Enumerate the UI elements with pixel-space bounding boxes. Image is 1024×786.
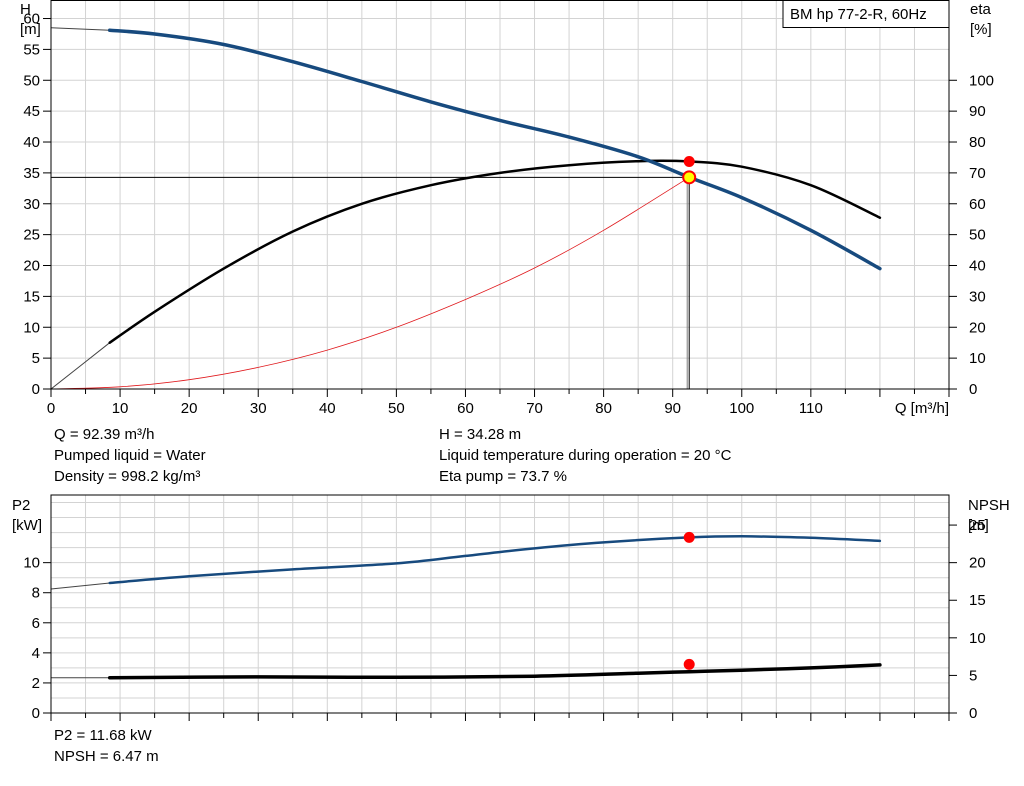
info-npsh: NPSH = 6.47 m	[54, 748, 159, 765]
y-tick-label-right: 15	[969, 592, 986, 609]
info-temperature: Liquid temperature during operation = 20…	[439, 447, 732, 464]
chart-title: BM hp 77-2-R, 60Hz	[790, 6, 927, 23]
p2-duty-marker	[683, 531, 695, 543]
y-axis-label-right: NPSH	[968, 497, 1010, 514]
y-axis-label-right: [m]	[968, 517, 989, 534]
y-tick-label-right: 10	[969, 350, 986, 367]
x-axis-label: Q [m³/h]	[895, 400, 949, 417]
top-chart-curves	[50, 27, 882, 390]
y-tick-label-left: 20	[23, 258, 40, 275]
curve-system	[50, 176, 690, 390]
y-tick-label-right: 5	[969, 667, 977, 684]
x-tick-label: 30	[250, 400, 267, 417]
y-tick-label-left: 35	[23, 165, 40, 182]
bottom-chart-curves	[50, 535, 882, 680]
y-tick-label-right: 25	[969, 517, 986, 534]
y-tick-label-right: 100	[969, 72, 994, 89]
y-axis-label-left: [kW]	[12, 517, 42, 534]
npsh-duty-marker	[683, 658, 695, 670]
y-tick-label-left: 15	[23, 288, 40, 305]
title-frame	[782, 0, 950, 28]
y-tick-label-left: 6	[32, 615, 40, 632]
y-tick-label-left: 50	[23, 72, 40, 89]
info-h: H = 34.28 m	[439, 426, 522, 443]
curve-npsh	[107, 663, 882, 680]
info-eta: Eta pump = 73.7 %	[439, 468, 567, 485]
curve-h-extension	[50, 27, 110, 31]
y-tick-label-left: 55	[23, 41, 40, 58]
y-tick-label-left: 40	[23, 134, 40, 151]
x-tick-label: 0	[47, 400, 55, 417]
x-tick-label: 80	[595, 400, 612, 417]
y-tick-label-left: 25	[23, 227, 40, 244]
curve-p2-extension	[50, 582, 110, 590]
curve-p2	[108, 535, 882, 585]
curve-eta	[108, 159, 882, 344]
x-tick-label: 40	[319, 400, 336, 417]
y-tick-label-right: 50	[969, 227, 986, 244]
y-tick-label-left: 45	[23, 103, 40, 120]
y-tick-label-right: 70	[969, 165, 986, 182]
y-axis-label-left: P2	[12, 497, 30, 514]
y-tick-label-right: 0	[969, 705, 977, 722]
h-duty-marker	[682, 170, 697, 185]
y-tick-label-right: 10	[969, 630, 986, 647]
x-tick-label: 60	[457, 400, 474, 417]
x-tick-label: 20	[181, 400, 198, 417]
y-tick-label-left: 8	[32, 585, 40, 602]
eta-duty-marker	[683, 155, 695, 167]
y-tick-label-right: 20	[969, 319, 986, 336]
x-tick-label: 100	[729, 400, 754, 417]
axis-ticks	[43, 18, 957, 721]
y-tick-label-right: 60	[969, 196, 986, 213]
y-axis-label-left: H	[20, 1, 31, 18]
y-tick-label-left: 2	[32, 675, 40, 692]
info-density: Density = 998.2 kg/m³	[54, 468, 201, 485]
top-chart-grid	[51, 0, 949, 389]
y-tick-label-right: 90	[969, 103, 986, 120]
y-tick-label-right: 80	[969, 134, 986, 151]
x-tick-label: 50	[388, 400, 405, 417]
x-tick-label: 70	[526, 400, 543, 417]
curve-h	[107, 28, 882, 271]
x-tick-label: 90	[664, 400, 681, 417]
info-q: Q = 92.39 m³/h	[54, 426, 155, 443]
y-tick-label-left: 10	[23, 319, 40, 336]
duty-point-markers	[682, 155, 697, 670]
y-axis-label-right: [%]	[970, 21, 992, 38]
y-tick-label-left: 10	[23, 555, 40, 572]
info-p2: P2 = 11.68 kW	[54, 727, 152, 744]
y-tick-label-right: 20	[969, 555, 986, 572]
y-tick-label-left: 0	[32, 381, 40, 398]
chart-title-box: BM hp 77-2-R, 60Hz	[782, 0, 950, 28]
y-tick-label-left: 30	[23, 196, 40, 213]
x-tick-label: 10	[112, 400, 129, 417]
axis-labels: 0 10 20 30 40 50 60 70 80 90 100 110 Q [m³/h]0510152…	[12, 0, 1010, 722]
y-tick-label-left: 0	[32, 705, 40, 722]
y-axis-label-right: eta	[970, 1, 992, 18]
y-tick-label-right: 0	[969, 381, 977, 398]
y-tick-label-right: 40	[969, 258, 986, 275]
info-liquid: Pumped liquid = Water	[54, 447, 206, 464]
curve-eta-extension	[50, 342, 111, 390]
bottom-chart-grid	[51, 495, 949, 713]
y-axis-label-left: [m]	[20, 21, 41, 38]
x-tick-label: 110	[799, 400, 823, 417]
y-tick-label-left: 5	[32, 350, 40, 367]
y-tick-label-left: 60	[23, 11, 40, 28]
y-tick-label-left: 4	[32, 645, 40, 662]
y-tick-label-right: 30	[969, 288, 986, 305]
